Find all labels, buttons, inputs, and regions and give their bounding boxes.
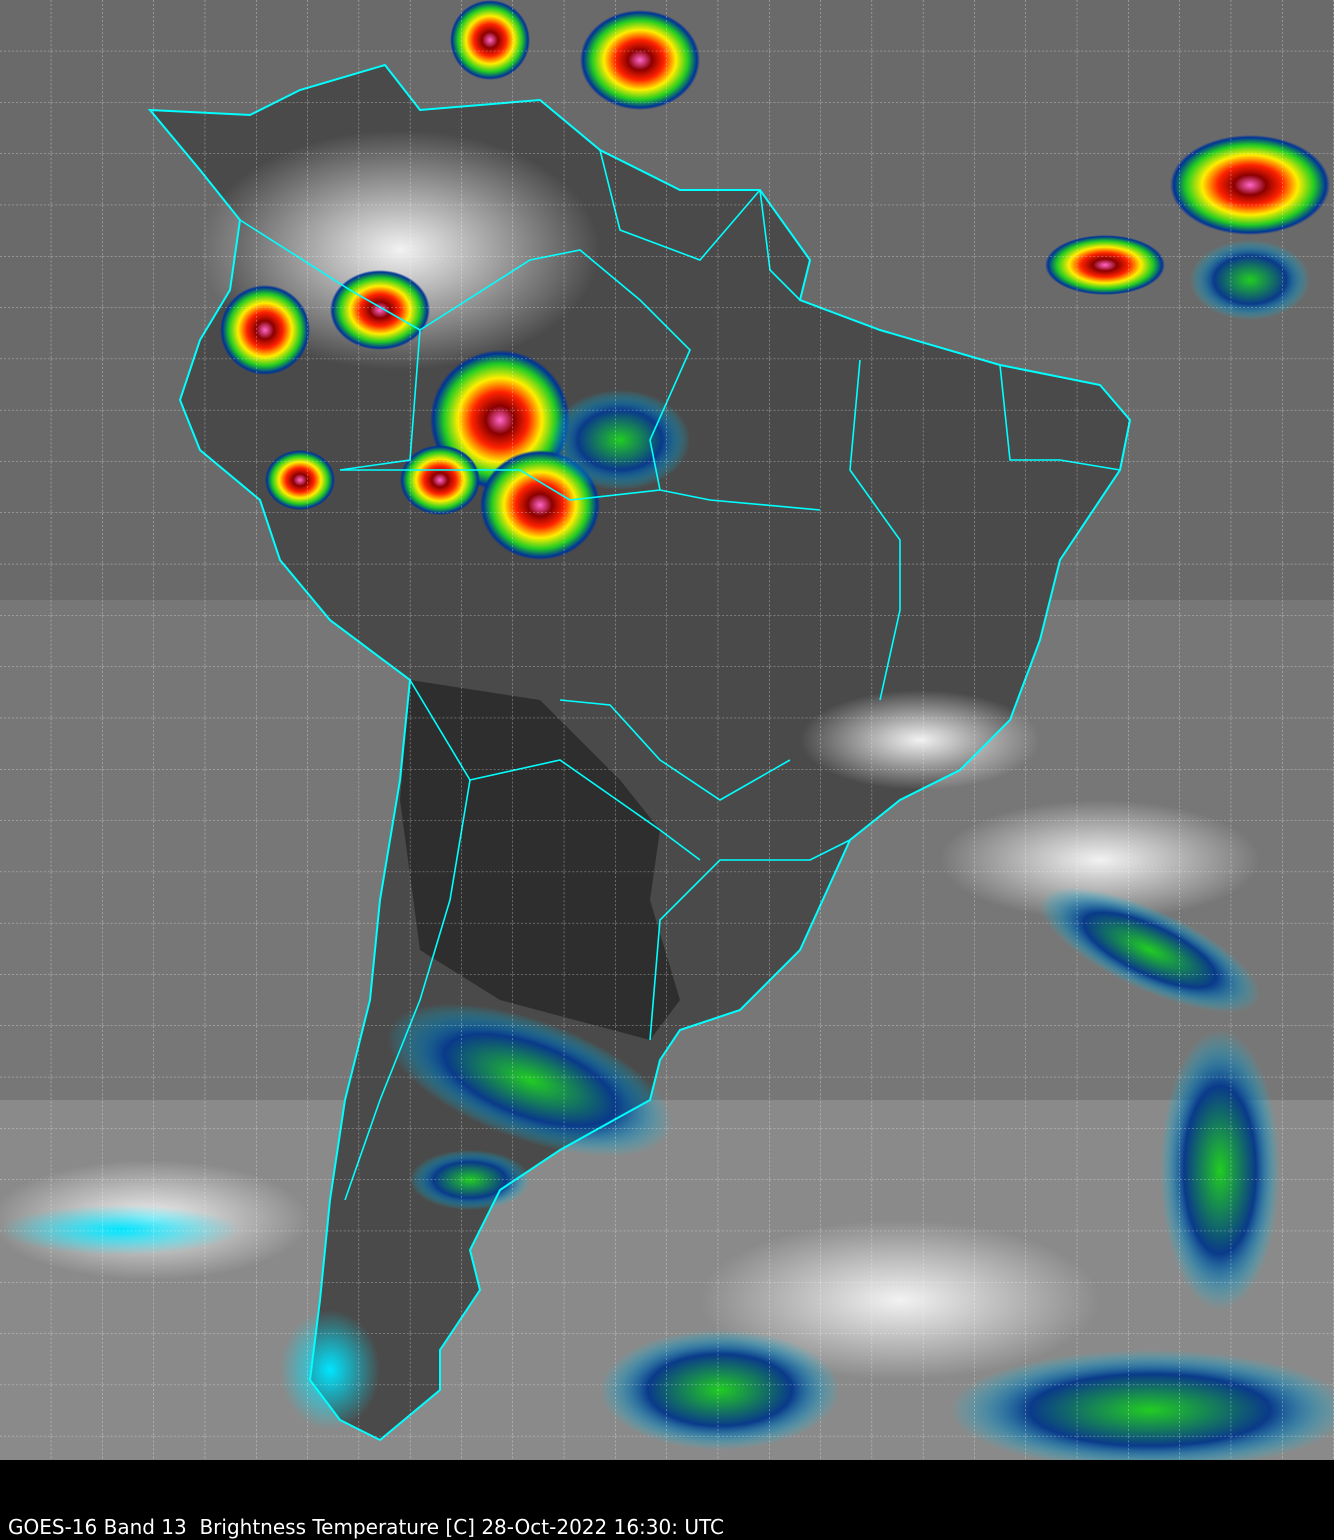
lat-lon-grid bbox=[0, 0, 1334, 1460]
image-caption: GOES-16 Band 13 Brightness Temperature [… bbox=[8, 1515, 724, 1539]
satellite-image bbox=[0, 0, 1334, 1460]
